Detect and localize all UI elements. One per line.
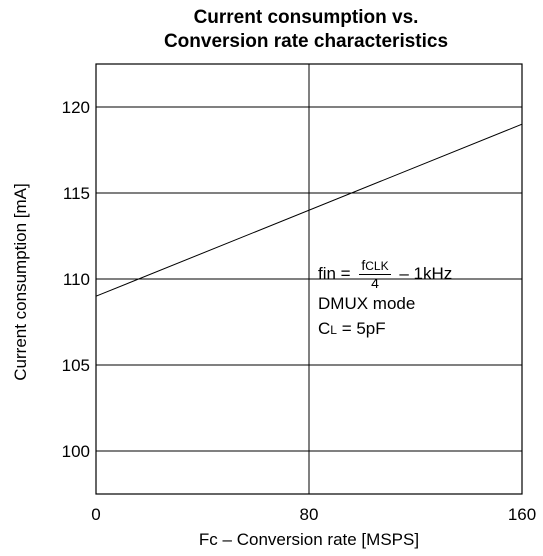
series-line	[95, 123, 523, 297]
x-axis-label: Fc – Conversion rate [MSPS]	[198, 530, 420, 549]
chart-title-line-2: Conversion rate characteristics	[163, 31, 449, 52]
chart-title-line-1: Current consumption vs.	[193, 7, 419, 28]
y-tick-label: 115	[63, 184, 90, 203]
annotation-fin: fin = fCLK 4 – 1kHz	[318, 257, 453, 292]
y-tick-label: 105	[62, 356, 90, 375]
x-tick-label: 80	[300, 505, 319, 524]
annotation-fraction-numerator: fCLK	[359, 257, 391, 275]
annotation-fraction: fCLK 4	[359, 257, 391, 291]
annotation-fin-prefix: fin =	[318, 263, 351, 283]
x-tick-label: 0	[91, 505, 100, 524]
annotation-fin-suffix: – 1kHz	[399, 263, 453, 283]
annotation-fraction-denominator: 4	[371, 275, 379, 291]
y-tick-label: 100	[62, 442, 90, 461]
x-tick-label: 160	[508, 505, 536, 524]
annotation-cl: CL = 5pF	[318, 319, 386, 338]
y-tick-label: 110	[63, 270, 90, 289]
plot-frame	[95, 63, 523, 495]
y-axis-label: Current consumption [mA]	[11, 183, 30, 381]
annotation-mode: DMUX mode	[318, 294, 416, 313]
y-tick-label: 120	[62, 98, 90, 117]
